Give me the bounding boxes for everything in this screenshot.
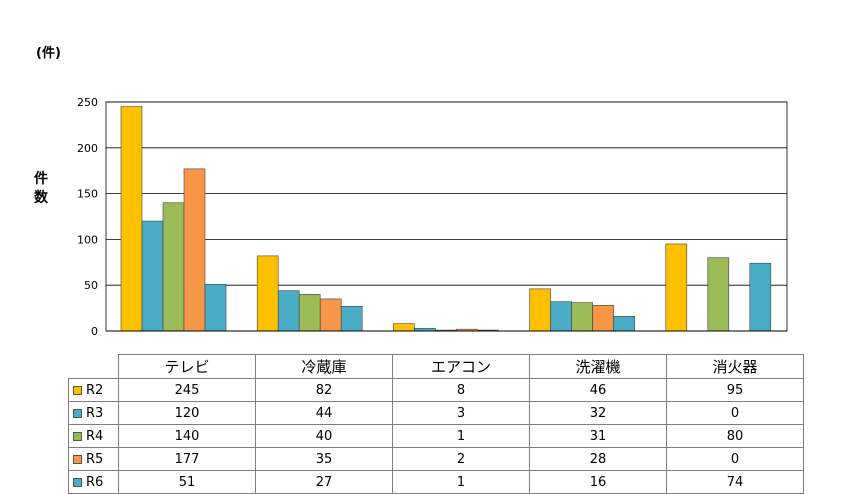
data-label: 74 xyxy=(666,470,804,494)
bar-chart: 0 50 100 150 200 250 xyxy=(77,96,788,338)
data-label: 1 xyxy=(392,424,530,448)
data-label: 0 xyxy=(666,447,804,471)
data-label: 95 xyxy=(666,378,804,402)
data-label: 16 xyxy=(529,470,667,494)
bar-r4-3 xyxy=(571,302,593,332)
series-legend-cell: R5 xyxy=(68,447,119,471)
bar-r6-1 xyxy=(340,305,363,332)
data-label: 8 xyxy=(392,378,530,402)
data-label: 27 xyxy=(255,470,393,494)
data-label: 0 xyxy=(666,401,804,425)
y-axis-label: 件数 xyxy=(34,171,48,206)
bar-r2-3 xyxy=(529,288,551,332)
category-label: 洗濯機 xyxy=(529,354,667,379)
series-name: R2 xyxy=(86,382,104,398)
y-tick-label: 100 xyxy=(77,233,98,246)
y-tick-label: 200 xyxy=(77,142,98,155)
data-label: 32 xyxy=(529,401,667,425)
legend-swatch xyxy=(73,477,82,487)
data-label: 44 xyxy=(255,401,393,425)
series-legend-cell: R6 xyxy=(68,470,119,494)
y-tick-label: 250 xyxy=(77,96,98,109)
bar-r5-0 xyxy=(183,168,206,332)
bar-r5-1 xyxy=(319,298,342,332)
data-label: 82 xyxy=(255,378,393,402)
series-legend-cell: R4 xyxy=(68,424,119,448)
table-row: R4 140 40 1 31 80 xyxy=(68,424,804,448)
bar-r3-0 xyxy=(141,220,164,332)
category-label: エアコン xyxy=(392,354,530,379)
category-label: 冷蔵庫 xyxy=(255,354,393,379)
data-label: 31 xyxy=(529,424,667,448)
data-label: 3 xyxy=(392,401,530,425)
y-tick-label: 50 xyxy=(84,279,98,292)
bar-r2-0 xyxy=(120,106,143,332)
bar-r6-4 xyxy=(749,262,772,332)
bar-r4-4 xyxy=(707,257,730,332)
bar-r6-0 xyxy=(204,283,227,332)
legend-swatch xyxy=(73,408,82,418)
category-label: 消火器 xyxy=(666,354,804,379)
bar-r2-1 xyxy=(256,255,279,332)
data-label: 2 xyxy=(392,447,530,471)
data-table: テレビ 冷蔵庫 エアコン 洗濯機 消火器 R2 245 82 8 46 95 R3 120 44 3 32 0 R… xyxy=(68,354,804,494)
bar-r3-3 xyxy=(550,301,572,332)
legend-swatch xyxy=(73,385,82,395)
bar-r2-2 xyxy=(393,323,415,332)
series-name: R5 xyxy=(86,451,104,467)
series-legend-cell: R3 xyxy=(68,401,119,425)
bar-r4-1 xyxy=(298,294,321,332)
data-label: 1 xyxy=(392,470,530,494)
bar-r5-3 xyxy=(592,305,614,332)
y-tick-label: 150 xyxy=(77,188,98,201)
bar-r4-0 xyxy=(162,202,185,332)
bar-r3-1 xyxy=(277,290,300,332)
data-label: 177 xyxy=(118,447,256,471)
data-label: 120 xyxy=(118,401,256,425)
y-tick-label: 0 xyxy=(91,325,98,338)
legend-swatch xyxy=(73,431,82,441)
category-label: テレビ xyxy=(118,354,256,379)
series-name: R3 xyxy=(86,405,104,421)
series-name: R6 xyxy=(86,474,104,490)
table-header-row: テレビ 冷蔵庫 エアコン 洗濯機 消火器 xyxy=(68,354,804,379)
table-corner xyxy=(68,354,119,379)
series-legend-cell: R2 xyxy=(68,378,119,402)
data-label: 245 xyxy=(118,378,256,402)
bar-r2-4 xyxy=(665,243,688,332)
data-label: 28 xyxy=(529,447,667,471)
table-row: R6 51 27 1 16 74 xyxy=(68,470,804,494)
data-label: 35 xyxy=(255,447,393,471)
data-label: 140 xyxy=(118,424,256,448)
data-label: 40 xyxy=(255,424,393,448)
series-name: R4 xyxy=(86,428,104,444)
table-row: R5 177 35 2 28 0 xyxy=(68,447,804,471)
data-label: 46 xyxy=(529,378,667,402)
data-label: 51 xyxy=(118,470,256,494)
table-row: R2 245 82 8 46 95 xyxy=(68,378,804,402)
bar-r6-3 xyxy=(613,316,635,332)
unit-label: (件) xyxy=(36,46,61,61)
table-row: R3 120 44 3 32 0 xyxy=(68,401,804,425)
data-label: 80 xyxy=(666,424,804,448)
legend-swatch xyxy=(73,454,82,464)
